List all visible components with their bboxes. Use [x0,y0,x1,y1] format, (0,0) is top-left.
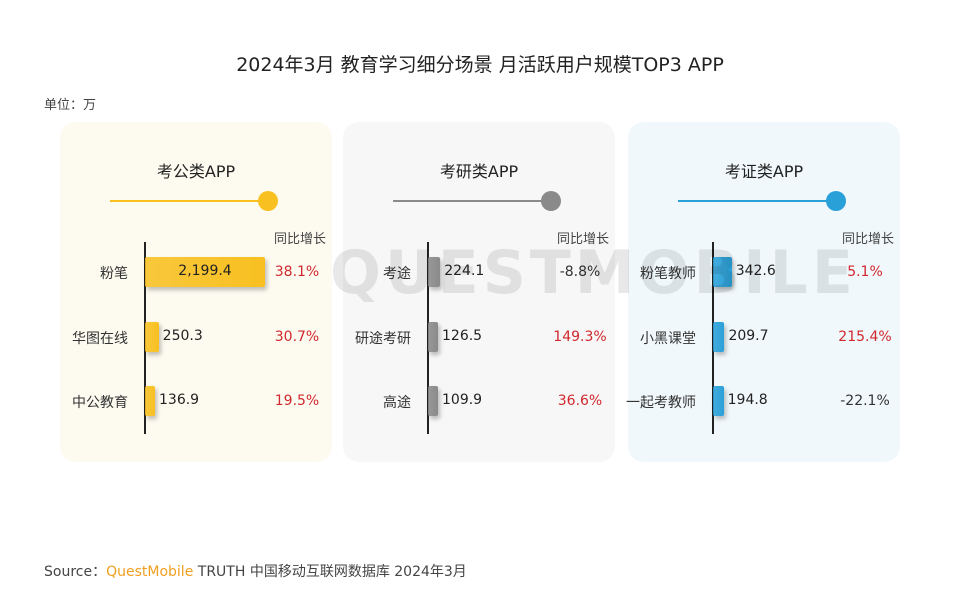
panel-dot [541,191,561,211]
value-label: 194.8 [727,392,768,408]
panel-2: 考研类APP 同比增长 考途 224.1 -8.8% 研途考研 126.5 149… [343,122,615,462]
axis-line [144,242,146,434]
category-label: 粉笔 [100,266,128,282]
value-label: 136.9 [159,392,200,408]
panel-title: 考研类APP [439,162,519,181]
value-label: 209.7 [728,328,769,344]
yoy-value: 5.1% [847,264,883,280]
category-label: 高途 [383,395,411,411]
unit-label: 单位：万 [44,98,97,113]
panel-title: 考公类APP [156,162,236,181]
category-label: 一起考教师 [626,395,696,411]
bar [713,322,725,352]
category-label: 小黑课堂 [640,331,696,347]
category-label: 粉笔教师 [640,266,696,282]
source-note: Source：QuestMobile TRUTH 中国移动互联网数据库 2024… [44,561,467,581]
yoy-value: 38.1% [274,264,320,280]
category-label: 中公教育 [72,395,128,411]
source-rest: TRUTH 中国移动互联网数据库 2024年3月 [193,564,467,580]
value-label: 250.3 [162,328,203,344]
yoy-header: 同比增长 [274,232,327,247]
bar [145,257,265,287]
yoy-value: 19.5% [274,393,320,409]
panel-divider [110,200,260,202]
category-label: 华图在线 [72,331,128,347]
panel-title: 考证类APP [724,162,804,181]
yoy-value: -8.8% [559,264,601,280]
bar [145,322,159,352]
yoy-value: 36.6% [557,393,603,409]
bar [428,257,441,287]
axis-line [712,242,714,434]
yoy-value: 30.7% [274,329,320,345]
chart-title: 2024年3月 教育学习细分场景 月活跃用户规模TOP3 APP [236,54,724,76]
bar [145,386,155,416]
panel-dot [258,191,278,211]
bar [713,257,732,287]
yoy-value: 149.3% [553,329,607,345]
value-label: 2,199.4 [178,263,232,279]
panel-dot [826,191,846,211]
yoy-header: 同比增长 [842,232,895,247]
panel-3: 考证类APP 同比增长 粉笔教师 342.6 5.1% 小黑课堂 209.7 21… [626,122,900,462]
value-label: 342.6 [735,263,776,279]
source-prefix: Source： [44,564,107,580]
yoy-value: 215.4% [838,329,892,345]
bar [428,322,438,352]
yoy-value: -22.1% [840,393,890,409]
bar [713,386,724,416]
panel-1: 考公类APP 同比增长 粉笔 2,199.4 38.1% 华图在线 250.3 3… [60,122,332,462]
source-brand: QuestMobile [106,564,194,580]
panel-divider [393,200,543,202]
value-label: 126.5 [442,328,483,344]
axis-line [427,242,429,434]
yoy-header: 同比增长 [557,232,610,247]
category-label: 考途 [383,266,411,282]
bar [428,386,438,416]
value-label: 224.1 [444,263,485,279]
category-label: 研途考研 [355,331,411,347]
panel-divider [678,200,828,202]
value-label: 109.9 [442,392,483,408]
